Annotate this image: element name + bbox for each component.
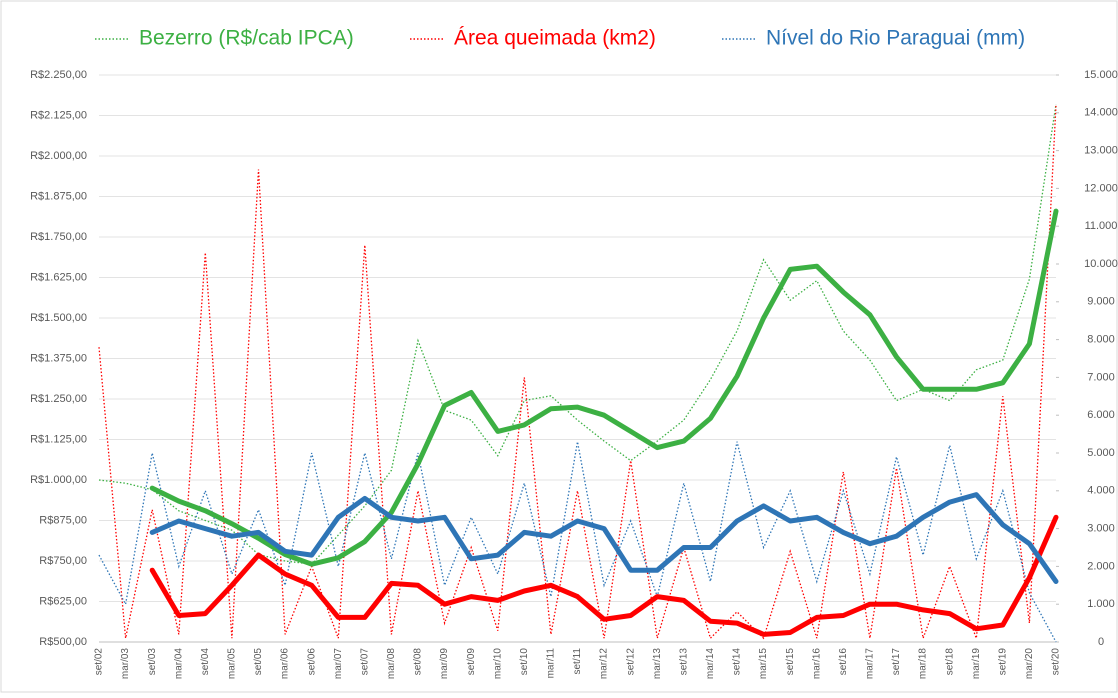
y2-tick-label: 11.000 [1085, 220, 1118, 232]
y-tick-label: R$875,00 [39, 514, 87, 526]
legend-label: Área queimada (km2) [454, 27, 656, 50]
x-tick-label: mar/17 [865, 648, 876, 680]
x-tick-label: set/16 [838, 648, 849, 676]
x-tick-label: mar/16 [811, 648, 822, 680]
y-tick-label: R$2.125,00 [30, 109, 87, 121]
y2-tick-label: 5.000 [1087, 447, 1115, 459]
x-tick-label: mar/03 [120, 648, 131, 680]
y-tick-label: R$1.250,00 [30, 393, 87, 405]
x-tick-label: set/10 [519, 648, 530, 676]
x-tick-label: set/18 [944, 648, 955, 676]
y2-tick-label: 9.000 [1087, 296, 1115, 308]
y2-tick-label: 4.000 [1087, 485, 1115, 497]
x-tick-label: set/11 [572, 648, 583, 675]
x-tick-label: mar/19 [971, 648, 982, 680]
legend-label: Bezerro (R$/cab IPCA) [139, 27, 354, 50]
legend-label: Nível do Rio Paraguai (mm) [766, 27, 1025, 50]
trend-line [149, 514, 1059, 637]
x-tick-label: mar/07 [333, 648, 344, 680]
x-tick-label: mar/11 [546, 648, 557, 679]
trend-line [149, 208, 1059, 567]
y2-tick-label: 3.000 [1087, 523, 1115, 535]
x-tick-label: set/20 [1051, 648, 1062, 676]
y-tick-label: R$500,00 [39, 636, 87, 648]
y-tick-label: R$625,00 [39, 595, 87, 607]
y-tick-label: R$1.625,00 [30, 271, 87, 283]
y2-tick-label: 14.000 [1084, 107, 1118, 119]
y2-tick-label: 7.000 [1087, 371, 1115, 383]
y2-tick-label: 6.000 [1087, 409, 1115, 421]
x-tick-label: set/09 [466, 648, 477, 676]
y-tick-label: R$1.375,00 [30, 352, 87, 364]
y-tick-label: R$1.500,00 [30, 312, 87, 324]
y-tick-label: R$1.125,00 [30, 433, 87, 445]
y2-tick-label: 13.000 [1084, 145, 1118, 157]
x-tick-label: set/19 [997, 648, 1008, 676]
y-tick-label: R$1.750,00 [30, 231, 87, 243]
x-tick-label: set/08 [413, 648, 424, 676]
x-tick-label: set/07 [359, 648, 370, 676]
y2-tick-label: 15.000 [1084, 69, 1118, 81]
x-tick-label: set/14 [732, 648, 743, 676]
x-tick-label: mar/20 [1024, 648, 1035, 680]
x-tick-label: mar/18 [918, 648, 929, 680]
x-tick-label: mar/14 [705, 648, 716, 680]
y2-tick-label: 8.000 [1087, 334, 1115, 346]
x-tick-label: set/05 [253, 648, 264, 676]
y-tick-label: R$2.000,00 [30, 150, 87, 162]
x-tick-label: set/17 [891, 648, 902, 676]
y-tick-label: R$2.250,00 [30, 69, 87, 81]
series-line [98, 105, 1057, 641]
y-tick-label: R$1.875,00 [30, 190, 87, 202]
y2-tick-label: 10.000 [1084, 258, 1118, 270]
y2-tick-label: 0 [1098, 636, 1104, 648]
x-tick-label: set/06 [306, 648, 317, 676]
y-tick-label: R$1.000,00 [30, 474, 87, 486]
x-tick-label: mar/12 [599, 648, 610, 680]
x-tick-label: set/03 [147, 648, 158, 676]
x-tick-label: mar/05 [227, 648, 238, 680]
x-tick-label: set/15 [785, 648, 796, 676]
x-tick-label: mar/08 [386, 648, 397, 680]
x-tick-label: mar/13 [652, 648, 663, 680]
x-tick-label: set/12 [625, 648, 636, 676]
y2-tick-label: 1.000 [1087, 598, 1115, 610]
y-tick-label: R$750,00 [39, 555, 87, 567]
y2-tick-label: 2.000 [1087, 560, 1115, 572]
trend-line [149, 492, 1059, 584]
x-tick-label: mar/04 [173, 648, 184, 680]
x-tick-label: set/02 [94, 648, 105, 676]
y2-tick-label: 12.000 [1084, 182, 1118, 194]
x-tick-label: mar/06 [280, 648, 291, 680]
x-tick-label: mar/10 [492, 648, 503, 680]
x-tick-label: set/04 [200, 648, 211, 676]
x-tick-label: mar/09 [439, 648, 450, 680]
x-tick-label: set/13 [678, 648, 689, 676]
x-tick-label: mar/15 [758, 648, 769, 680]
